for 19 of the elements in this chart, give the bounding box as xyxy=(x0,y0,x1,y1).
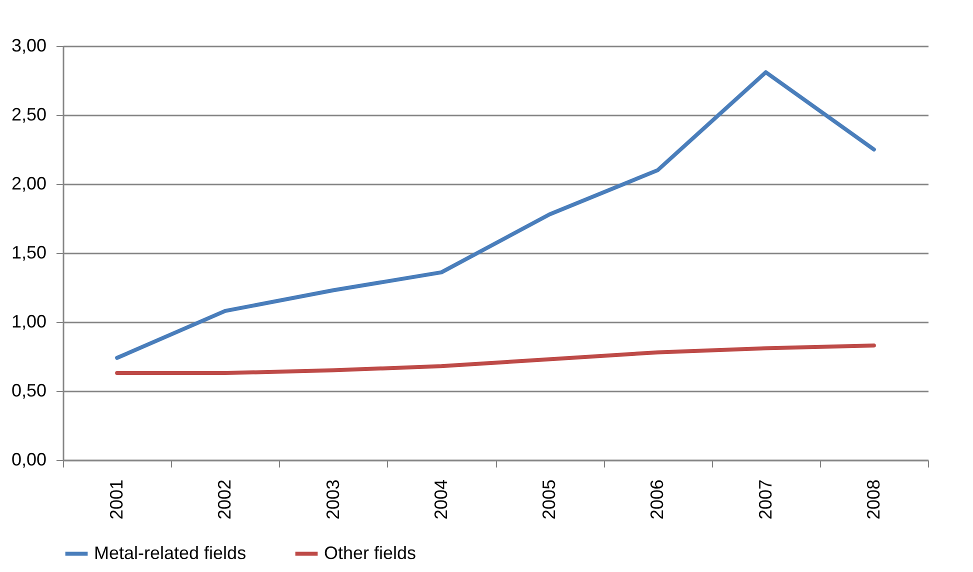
y-tick-label: 3,00 xyxy=(11,36,46,56)
line-series xyxy=(115,343,876,376)
x-tick-label: 2008 xyxy=(863,480,884,520)
line-series xyxy=(115,70,876,360)
x-tick-label: 2006 xyxy=(647,480,668,520)
legend-label: Other fields xyxy=(324,542,416,563)
x-tick-label: 2005 xyxy=(539,480,560,520)
legend-label: Metal-related fields xyxy=(94,542,246,563)
x-tick-label: 2003 xyxy=(322,480,343,520)
y-tick-label: 2,50 xyxy=(11,104,46,124)
x-tick-label: 2004 xyxy=(430,480,451,520)
x-tick-label: 2007 xyxy=(755,480,776,520)
x-tick-label: 2001 xyxy=(106,480,127,520)
y-tick-label: 1,50 xyxy=(11,242,46,262)
y-tick-label: 1,00 xyxy=(11,312,46,332)
y-tick-label: 2,00 xyxy=(11,174,46,194)
x-tick-label: 2002 xyxy=(214,480,235,520)
y-tick-label: 0,00 xyxy=(11,450,46,470)
y-tick-label: 0,50 xyxy=(11,380,46,400)
